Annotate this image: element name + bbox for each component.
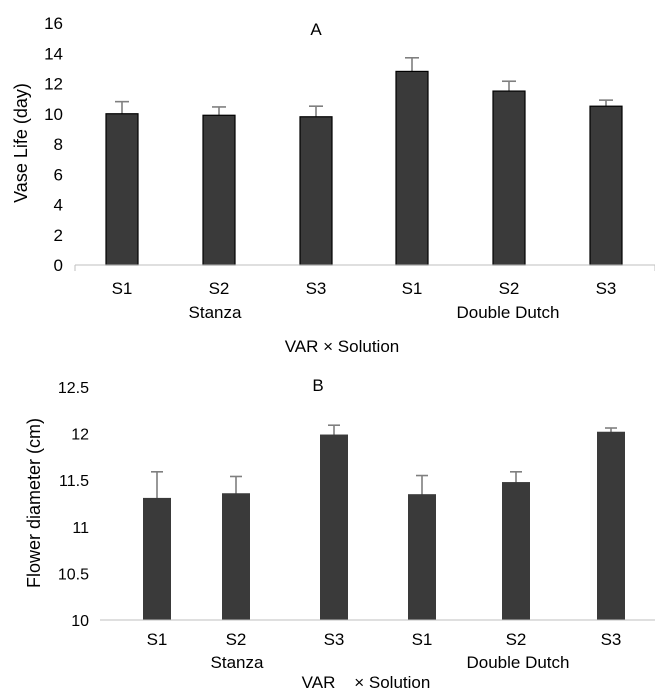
chart-a-y-tick-label: 8 xyxy=(54,135,63,154)
bar xyxy=(105,113,139,266)
chart-a-x-group-ticks xyxy=(74,265,655,271)
chart-a-x-ticks: S1 S2 S3 S1 S2 S3 xyxy=(112,279,617,298)
chart-b-y-ticks: 10 10.5 11 11.5 12 12.5 xyxy=(58,380,89,630)
chart-b-y-tick-label: 12.5 xyxy=(58,380,89,397)
chart-b-y-tick-label: 10.5 xyxy=(58,566,89,583)
chart-b-y-tick-label: 10 xyxy=(71,613,89,630)
chart-a-x-tick-label: S2 xyxy=(499,279,520,298)
chart-b-y-tick-label: 11.5 xyxy=(59,473,89,490)
chart-a-y-tick-label: 12 xyxy=(44,75,63,94)
chart-b-group-label-double-dutch: Double Dutch xyxy=(466,653,569,672)
chart-a-y-tick-label: 10 xyxy=(44,105,63,124)
chart-b-y-axis-title: Flower diameter (cm) xyxy=(24,418,44,588)
chart-a-y-tick-label: 4 xyxy=(54,196,63,215)
chart-b-group-label-stanza: Stanza xyxy=(211,653,264,672)
chart-b-x-tick-label: S2 xyxy=(506,630,527,649)
chart-b: B Flower diameter (cm) 10 10.5 11 11.5 12 12.… xyxy=(24,376,655,691)
chart-b-y-tick-label: 11 xyxy=(72,520,89,537)
bar xyxy=(597,431,625,620)
chart-a-x-axis-title: VAR × Solution xyxy=(285,337,400,356)
chart-a-y-ticks: 0 2 4 6 8 10 12 14 16 xyxy=(44,14,63,275)
chart-a-x-tick-label: S1 xyxy=(112,279,133,298)
chart-b-x-tick-label: S3 xyxy=(601,630,622,649)
chart-b-x-ticks: S1 S2 S3 S1 S2 S3 xyxy=(147,630,622,649)
chart-b-bars xyxy=(143,431,625,620)
chart-b-x-tick-label: S1 xyxy=(412,630,433,649)
chart-b-x-tick-label: S1 xyxy=(147,630,168,649)
bar xyxy=(320,434,348,620)
chart-a-y-tick-label: 6 xyxy=(54,165,63,184)
bar xyxy=(143,497,171,620)
chart-a-group-label-stanza: Stanza xyxy=(189,303,242,322)
bar xyxy=(589,105,623,266)
chart-b-x-tick-label: S2 xyxy=(226,630,247,649)
chart-a-x-tick-label: S3 xyxy=(596,279,617,298)
bar xyxy=(502,482,530,620)
bar xyxy=(408,494,436,620)
chart-a-panel-label: A xyxy=(310,20,322,39)
chart-a-x-tick-label: S2 xyxy=(209,279,230,298)
bar xyxy=(395,70,429,266)
chart-a-y-tick-label: 14 xyxy=(44,44,63,63)
chart-a-group-label-double-dutch: Double Dutch xyxy=(456,303,559,322)
chart-a-x-tick-label: S1 xyxy=(402,279,423,298)
chart-b-y-tick-label: 12 xyxy=(71,427,89,444)
chart-b-x-axis-title: VAR × Solution xyxy=(302,673,431,691)
chart-a-bars xyxy=(105,70,623,266)
chart-b-x-tick-label: S3 xyxy=(324,630,345,649)
chart-a-y-tick-label: 0 xyxy=(54,256,63,275)
bar xyxy=(202,114,236,266)
bar xyxy=(222,493,250,620)
chart-a-y-tick-label: 2 xyxy=(54,226,63,245)
bar xyxy=(492,90,526,266)
chart-b-panel-label: B xyxy=(312,376,323,395)
chart-a-y-tick-label: 16 xyxy=(44,14,63,33)
chart-a-error-bars xyxy=(115,56,613,129)
bar xyxy=(299,116,333,266)
chart-b-error-bars xyxy=(151,424,617,525)
chart-a-x-tick-label: S3 xyxy=(306,279,327,298)
chart-a-y-axis-title: Vase Life (day) xyxy=(11,83,31,203)
